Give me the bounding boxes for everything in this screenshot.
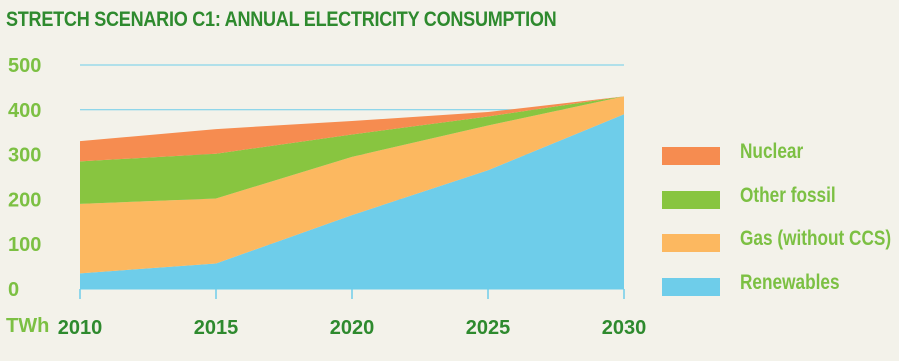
legend-swatch-nuclear — [662, 147, 720, 165]
y-tick-label-0: 0 — [8, 279, 19, 301]
chart-title: STRETCH SCENARIO C1: ANNUAL ELECTRICITY … — [6, 8, 557, 31]
y-tick-label-300: 300 — [8, 145, 41, 167]
legend-label-renewables: Renewables — [740, 270, 840, 294]
y-tick-label-500: 500 — [8, 55, 41, 77]
y-tick-labels: 500 400 300 200 100 0 — [8, 55, 41, 301]
x-tick-label-2015: 2015 — [194, 317, 239, 339]
y-tick-label-100: 100 — [8, 234, 41, 256]
x-tick-label-2030: 2030 — [602, 317, 647, 339]
y-tick-label-400: 400 — [8, 100, 41, 122]
area-renewables — [80, 114, 624, 289]
legend-swatch-renewables — [662, 277, 720, 296]
x-tick-label-2025: 2025 — [466, 317, 511, 339]
axes — [79, 288, 625, 299]
x-tick-label-2010: 2010 — [58, 317, 103, 339]
legend-swatch-gas-without-ccs — [662, 234, 720, 252]
y-tick-label-200: 200 — [8, 189, 41, 211]
area-gas-without-ccs — [80, 96, 624, 274]
legend-label-nuclear: Nuclear — [740, 140, 804, 163]
legend-swatch-other-fossil — [662, 190, 720, 209]
area-series-group — [80, 96, 624, 289]
y-unit-label: TWh — [6, 315, 49, 337]
legend-label-gas-without-ccs: Gas (without CCS) — [740, 227, 892, 250]
x-tick-labels: 2010 2015 2020 2025 2030 — [58, 317, 647, 339]
area-other-fossil — [80, 96, 624, 204]
area-nuclear — [80, 96, 624, 162]
legend-label-other-fossil: Other fossil — [740, 183, 836, 207]
x-tick-label-2020: 2020 — [330, 317, 375, 339]
